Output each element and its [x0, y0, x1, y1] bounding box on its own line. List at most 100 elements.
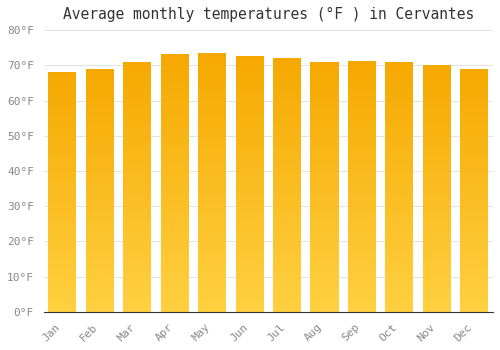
Bar — [198, 207, 226, 208]
Bar — [160, 307, 189, 308]
Bar — [310, 112, 338, 113]
Bar — [198, 308, 226, 309]
Bar — [423, 88, 451, 89]
Bar — [198, 225, 226, 226]
Bar — [273, 160, 301, 161]
Bar — [273, 86, 301, 88]
Bar — [348, 209, 376, 210]
Bar — [123, 108, 152, 109]
Bar — [386, 71, 413, 72]
Bar — [273, 63, 301, 65]
Bar — [423, 99, 451, 100]
Bar — [460, 85, 488, 86]
Bar — [198, 111, 226, 113]
Bar — [160, 136, 189, 138]
Bar — [348, 176, 376, 178]
Bar — [423, 148, 451, 149]
Bar — [423, 221, 451, 222]
Bar — [460, 190, 488, 191]
Bar — [460, 217, 488, 218]
Bar — [160, 104, 189, 106]
Bar — [348, 146, 376, 148]
Bar — [160, 182, 189, 183]
Bar — [423, 299, 451, 300]
Bar — [460, 152, 488, 153]
Bar — [48, 102, 76, 104]
Bar — [310, 76, 338, 77]
Bar — [236, 299, 264, 300]
Bar — [310, 109, 338, 111]
Bar — [348, 236, 376, 237]
Bar — [123, 117, 152, 118]
Bar — [423, 296, 451, 297]
Bar — [160, 119, 189, 120]
Bar — [460, 244, 488, 245]
Bar — [123, 277, 152, 278]
Bar — [160, 249, 189, 250]
Bar — [423, 245, 451, 247]
Bar — [198, 280, 226, 281]
Bar — [423, 311, 451, 312]
Bar — [310, 97, 338, 98]
Bar — [198, 307, 226, 308]
Bar — [348, 65, 376, 66]
Bar — [86, 128, 114, 130]
Bar — [273, 131, 301, 132]
Bar — [386, 177, 413, 178]
Bar — [123, 301, 152, 302]
Bar — [160, 218, 189, 219]
Bar — [48, 292, 76, 293]
Bar — [386, 267, 413, 268]
Bar — [348, 185, 376, 187]
Bar — [348, 227, 376, 228]
Bar — [236, 59, 264, 60]
Bar — [348, 84, 376, 85]
Bar — [348, 76, 376, 77]
Bar — [423, 116, 451, 117]
Bar — [236, 128, 264, 129]
Bar — [123, 222, 152, 223]
Bar — [273, 141, 301, 142]
Bar — [123, 135, 152, 137]
Bar — [386, 134, 413, 135]
Bar — [86, 119, 114, 120]
Bar — [386, 256, 413, 257]
Bar — [460, 195, 488, 196]
Bar — [48, 240, 76, 241]
Bar — [198, 113, 226, 114]
Bar — [236, 197, 264, 198]
Bar — [460, 72, 488, 74]
Bar — [460, 139, 488, 141]
Bar — [273, 281, 301, 283]
Bar — [273, 112, 301, 113]
Bar — [273, 179, 301, 180]
Bar — [460, 198, 488, 199]
Bar — [86, 154, 114, 155]
Bar — [123, 91, 152, 92]
Bar — [160, 298, 189, 299]
Bar — [386, 296, 413, 297]
Bar — [160, 111, 189, 112]
Bar — [160, 209, 189, 210]
Bar — [273, 180, 301, 181]
Bar — [236, 162, 264, 164]
Bar — [236, 186, 264, 187]
Bar — [423, 118, 451, 120]
Bar — [460, 127, 488, 128]
Bar — [348, 101, 376, 103]
Bar — [48, 166, 76, 167]
Bar — [348, 194, 376, 195]
Bar — [273, 76, 301, 77]
Bar — [236, 141, 264, 142]
Bar — [198, 98, 226, 100]
Bar — [273, 262, 301, 264]
Bar — [386, 182, 413, 183]
Bar — [160, 168, 189, 169]
Bar — [423, 212, 451, 213]
Bar — [48, 205, 76, 206]
Bar — [348, 274, 376, 275]
Bar — [273, 82, 301, 84]
Bar — [273, 68, 301, 70]
Bar — [160, 223, 189, 224]
Bar — [423, 133, 451, 134]
